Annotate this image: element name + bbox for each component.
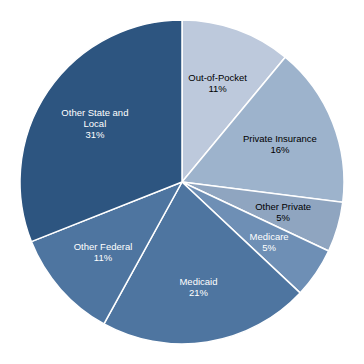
svg-text:Other Federal11%: Other Federal11%: [74, 241, 133, 263]
svg-text:Other State andLocal31%: Other State andLocal31%: [61, 106, 128, 139]
svg-text:Medicare5%: Medicare5%: [250, 230, 289, 252]
svg-text:Other Private5%: Other Private5%: [255, 200, 311, 222]
svg-text:Private Insurance16%: Private Insurance16%: [243, 132, 317, 154]
svg-text:Out-of-Pocket11%: Out-of-Pocket11%: [188, 72, 247, 94]
svg-text:Medicaid21%: Medicaid21%: [179, 275, 217, 297]
